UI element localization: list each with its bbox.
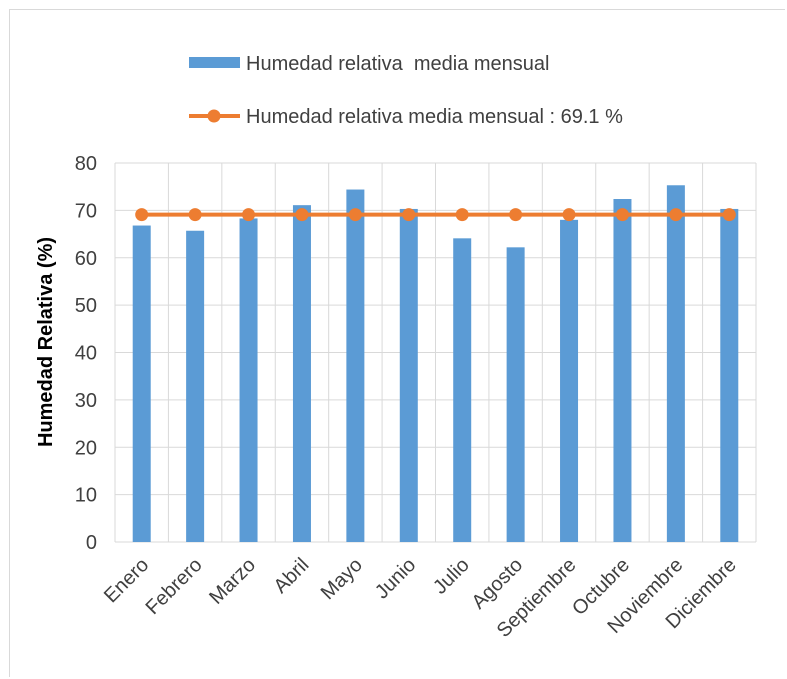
y-tick-labels: 0 10 20 30 40 50 60 70 80 — [75, 153, 97, 554]
mean-point-agosto — [509, 208, 523, 222]
y-tick-20: 20 — [75, 437, 97, 459]
bar-octubre — [613, 199, 632, 542]
legend-bar-swatch — [189, 57, 240, 68]
y-tick-30: 30 — [75, 390, 97, 412]
y-tick-0: 0 — [86, 532, 97, 554]
bar-enero — [132, 225, 151, 542]
y-tick-10: 10 — [75, 485, 97, 507]
y-tick-50: 50 — [75, 295, 97, 317]
mean-line-group — [135, 208, 736, 222]
gridlines — [114, 162, 757, 543]
bar-diciembre — [720, 208, 739, 543]
bar-septiembre — [560, 219, 579, 542]
x-tick-junio: Junio — [371, 554, 420, 603]
bar-agosto — [506, 247, 525, 542]
legend-line-marker — [207, 109, 221, 123]
bar-marzo — [239, 218, 258, 542]
bar-febrero — [186, 230, 205, 542]
x-tick-julio: Julio — [429, 554, 474, 599]
bar-abril — [292, 205, 311, 542]
y-tick-40: 40 — [75, 343, 97, 365]
legend-line-label: Humedad relativa media mensual : 69.1 % — [246, 106, 623, 128]
bar-mayo — [346, 189, 365, 542]
mean-point-junio — [402, 208, 416, 222]
x-tick-abril: Abril — [270, 554, 314, 598]
mean-point-mayo — [348, 208, 362, 222]
mean-point-enero — [135, 208, 149, 222]
mean-point-septiembre — [562, 208, 576, 222]
mean-point-octubre — [615, 208, 629, 222]
bar-julio — [453, 238, 472, 543]
mean-point-julio — [455, 208, 469, 222]
y-tick-80: 80 — [75, 153, 97, 175]
x-tick-mayo: Mayo — [317, 554, 367, 604]
mean-point-noviembre — [669, 208, 683, 222]
bars — [132, 185, 739, 543]
x-tick-marzo: Marzo — [205, 554, 260, 609]
mean-point-marzo — [242, 208, 256, 222]
x-tick-febrero: Febrero — [142, 554, 207, 619]
y-tick-70: 70 — [75, 200, 97, 222]
legend: Humedad relativa media mensual Humedad r… — [189, 53, 623, 128]
mean-point-diciembre — [722, 208, 736, 222]
y-tick-60: 60 — [75, 248, 97, 270]
chart-frame — [9, 9, 785, 677]
mean-point-febrero — [188, 208, 202, 222]
legend-bar-label: Humedad relativa media mensual — [246, 53, 550, 75]
bar-noviembre — [666, 185, 685, 543]
mean-point-abril — [295, 208, 309, 222]
bar-junio — [399, 208, 418, 543]
y-axis-title: Humedad Relativa (%) — [35, 237, 57, 447]
